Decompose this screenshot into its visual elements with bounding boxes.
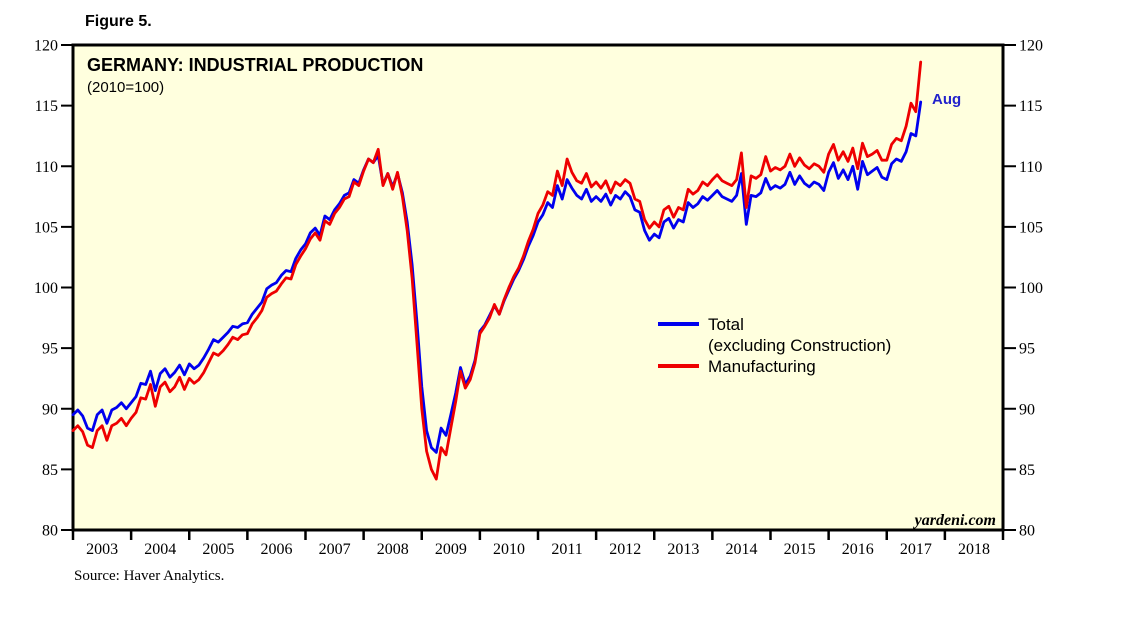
- y-axis-label-left: 90: [42, 401, 58, 418]
- y-axis-label-right: 85: [1019, 462, 1035, 479]
- legend-manufacturing-label: Manufacturing: [708, 357, 816, 376]
- axes-ticks-and-labels: 80 80 85 85 90 90 95 95 100 100 105 105 110 110 115 115…: [34, 38, 1043, 559]
- x-axis-year-label: 2012: [609, 541, 641, 558]
- x-axis-year-label: 2008: [377, 541, 409, 558]
- latest-month-annotation: Aug: [932, 91, 961, 108]
- y-axis-label-left: 95: [42, 341, 58, 358]
- y-axis-label-left: 120: [34, 38, 58, 55]
- x-axis-year-label: 2014: [725, 541, 757, 558]
- x-axis-year-label: 2006: [260, 541, 292, 558]
- y-axis-label-left: 105: [34, 219, 58, 236]
- y-axis-label-right: 95: [1019, 341, 1035, 358]
- y-axis-label-left: 100: [34, 280, 58, 297]
- y-axis-label-right: 110: [1019, 159, 1042, 176]
- legend-total-label-line2: (excluding Construction): [708, 336, 891, 355]
- legend-total-label-line1: Total: [708, 315, 744, 334]
- x-axis-year-label: 2017: [900, 541, 932, 558]
- x-axis-year-label: 2007: [319, 541, 351, 558]
- x-axis-year-label: 2010: [493, 541, 525, 558]
- chart-subtitle: (2010=100): [87, 79, 164, 96]
- y-axis-label-left: 110: [35, 159, 58, 176]
- y-axis-label-left: 80: [42, 523, 58, 540]
- x-axis-year-label: 2018: [958, 541, 990, 558]
- x-axis-year-label: 2003: [86, 541, 118, 558]
- series-line-manufacturing: [71, 60, 923, 481]
- data-series-lines: [71, 60, 923, 481]
- x-axis-year-label: 2005: [202, 541, 234, 558]
- yardeni-watermark: yardeni.com: [913, 512, 996, 529]
- x-axis-year-label: 2004: [144, 541, 176, 558]
- plot-area-frame: [71, 43, 1005, 532]
- x-axis-year-label: 2011: [551, 541, 582, 558]
- y-axis-label-left: 115: [35, 98, 58, 115]
- x-axis-year-label: 2013: [667, 541, 699, 558]
- x-axis-year-label: 2015: [784, 541, 816, 558]
- source-note: Source: Haver Analytics.: [74, 568, 225, 584]
- y-axis-label-right: 80: [1019, 523, 1035, 540]
- y-axis-label-right: 120: [1019, 38, 1043, 55]
- y-axis-label-left: 85: [42, 462, 58, 479]
- legend: Total (excluding Construction) Manufactu…: [658, 315, 891, 376]
- chart-title: GERMANY: INDUSTRIAL PRODUCTION: [87, 55, 423, 75]
- x-axis-year-label: 2009: [435, 541, 467, 558]
- y-axis-label-right: 105: [1019, 219, 1043, 236]
- y-axis-label-right: 100: [1019, 280, 1043, 297]
- figure-number-label: Figure 5.: [85, 13, 152, 30]
- y-axis-label-right: 115: [1019, 98, 1042, 115]
- x-axis-year-label: 2016: [842, 541, 874, 558]
- y-axis-label-right: 90: [1019, 401, 1035, 418]
